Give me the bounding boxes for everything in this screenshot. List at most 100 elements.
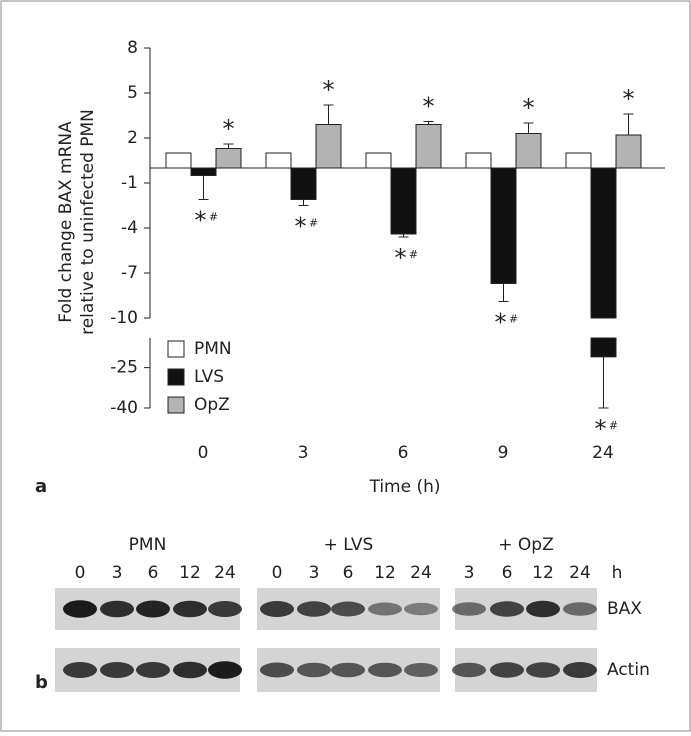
bar: [165, 152, 192, 169]
blot-band: [490, 601, 524, 617]
y-tick-label: -7: [121, 263, 138, 283]
blot-group-label: + LVS: [324, 535, 374, 555]
blot-row-label: Actin: [607, 660, 650, 680]
lane-label: 3: [309, 563, 320, 583]
y-axis-title: Fold change BAX mRNA: [56, 121, 76, 323]
blot-group-label: + OpZ: [498, 535, 553, 555]
lane-label: 12: [179, 563, 201, 583]
bar: [590, 337, 617, 358]
bar: [265, 152, 292, 169]
error-bar: [498, 283, 509, 302]
legend-swatch: [167, 396, 185, 414]
blot-band: [526, 662, 560, 678]
y-axis-title: relative to uninfected PMN: [78, 109, 98, 335]
significance-mark: #: [409, 248, 418, 261]
blot-band: [208, 601, 242, 617]
x-tick-label: 3: [298, 443, 309, 463]
significance-mark: *: [523, 94, 535, 122]
error-bar: [398, 234, 409, 238]
significance-mark: *: [195, 207, 207, 235]
lane-label: 3: [464, 563, 475, 583]
significance-mark: #: [309, 217, 318, 230]
bar: [190, 167, 217, 176]
blot-band: [136, 662, 170, 678]
y-tick-label: -10: [110, 308, 138, 328]
lane-label: 3: [112, 563, 123, 583]
significance-mark: *: [495, 309, 507, 337]
blot-band: [490, 662, 524, 678]
panel-label: a: [35, 476, 47, 497]
error-bar: [623, 113, 634, 135]
blot-band: [404, 663, 438, 677]
blot-band: [563, 602, 597, 616]
significance-mark: #: [209, 211, 218, 224]
legend-swatch: [167, 368, 185, 386]
y-tick-label: -40: [110, 398, 138, 418]
lane-label: 24: [214, 563, 236, 583]
bar: [490, 167, 517, 284]
error-bar: [223, 143, 234, 149]
blot-band: [136, 600, 170, 618]
significance-mark: *: [595, 415, 607, 443]
lane-label: 12: [532, 563, 554, 583]
blot-band: [208, 661, 242, 679]
blot-band: [63, 600, 97, 618]
bar: [615, 134, 642, 169]
bar: [590, 167, 617, 319]
significance-mark: #: [609, 419, 618, 432]
error-bar: [298, 199, 309, 206]
y-tick-label: 5: [127, 83, 138, 103]
blot-band: [63, 662, 97, 678]
blot-band: [452, 662, 486, 678]
blot-band: [368, 602, 402, 616]
blot-band: [331, 662, 365, 678]
y-tick-label: -25: [110, 358, 138, 378]
error-bar: [198, 175, 209, 200]
error-bar: [423, 121, 434, 125]
x-tick-label: 0: [198, 443, 209, 463]
blot-band: [173, 600, 207, 618]
bar: [465, 152, 492, 169]
legend-label: OpZ: [194, 395, 230, 415]
significance-mark: *: [623, 85, 635, 113]
blot-band: [260, 601, 294, 617]
blot-band: [100, 662, 134, 678]
bar: [515, 133, 542, 169]
blot-band: [100, 600, 134, 618]
legend-label: LVS: [194, 367, 224, 387]
blot-band: [260, 662, 294, 678]
x-tick-label: 24: [592, 443, 614, 463]
y-tick-label: 8: [127, 38, 138, 58]
blot-band: [368, 662, 402, 678]
blot-band: [452, 602, 486, 616]
lane-label: 6: [148, 563, 159, 583]
blot-band: [173, 661, 207, 679]
error-bar: [598, 356, 609, 409]
blot-band: [297, 662, 331, 678]
y-tick-label: 2: [127, 128, 138, 148]
lane-label: 0: [272, 563, 283, 583]
lane-label: 24: [569, 563, 591, 583]
error-bar: [523, 122, 534, 134]
bar: [390, 167, 417, 235]
blot-band: [297, 601, 331, 617]
blot-band: [526, 600, 560, 618]
x-axis-title: Time (h): [368, 477, 440, 497]
y-tick-label: -1: [121, 173, 138, 193]
lane-label: 12: [374, 563, 396, 583]
significance-mark: *: [295, 213, 307, 241]
bar: [315, 124, 342, 169]
panel-label: b: [35, 672, 48, 693]
x-tick-label: 6: [398, 443, 409, 463]
bar: [215, 148, 242, 169]
significance-mark: *: [395, 244, 407, 272]
lane-label: 6: [343, 563, 354, 583]
blot-row-label: BAX: [607, 599, 642, 619]
lane-label: 24: [410, 563, 432, 583]
x-tick-label: 9: [498, 443, 509, 463]
significance-mark: *: [223, 115, 235, 143]
blot-group-label: PMN: [129, 535, 167, 555]
bar: [565, 152, 592, 169]
